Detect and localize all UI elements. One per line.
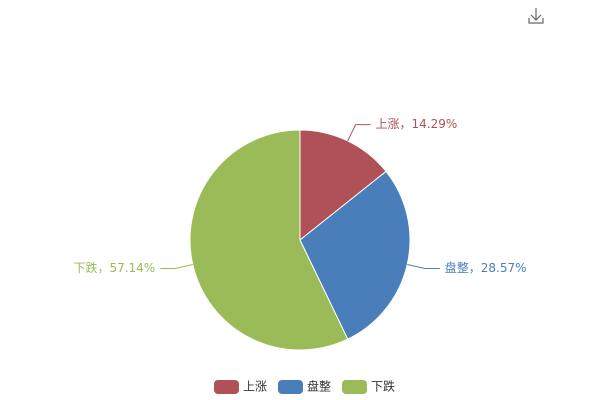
legend-label: 上涨 (243, 379, 267, 394)
data-label: 盘整，28.57% (445, 260, 527, 275)
data-label: 上涨，14.29% (376, 116, 458, 131)
legend-swatch (214, 380, 239, 394)
legend-swatch (278, 380, 303, 394)
legend-swatch (342, 380, 367, 394)
label-line (407, 264, 440, 270)
download-icon[interactable] (528, 8, 544, 24)
label-line (160, 263, 193, 269)
data-label: 下跌，57.14% (73, 260, 155, 275)
legend-label: 盘整 (307, 379, 331, 394)
label-line (347, 124, 371, 142)
pie-slice (299, 170, 411, 340)
legend-label: 下跌 (371, 379, 395, 394)
